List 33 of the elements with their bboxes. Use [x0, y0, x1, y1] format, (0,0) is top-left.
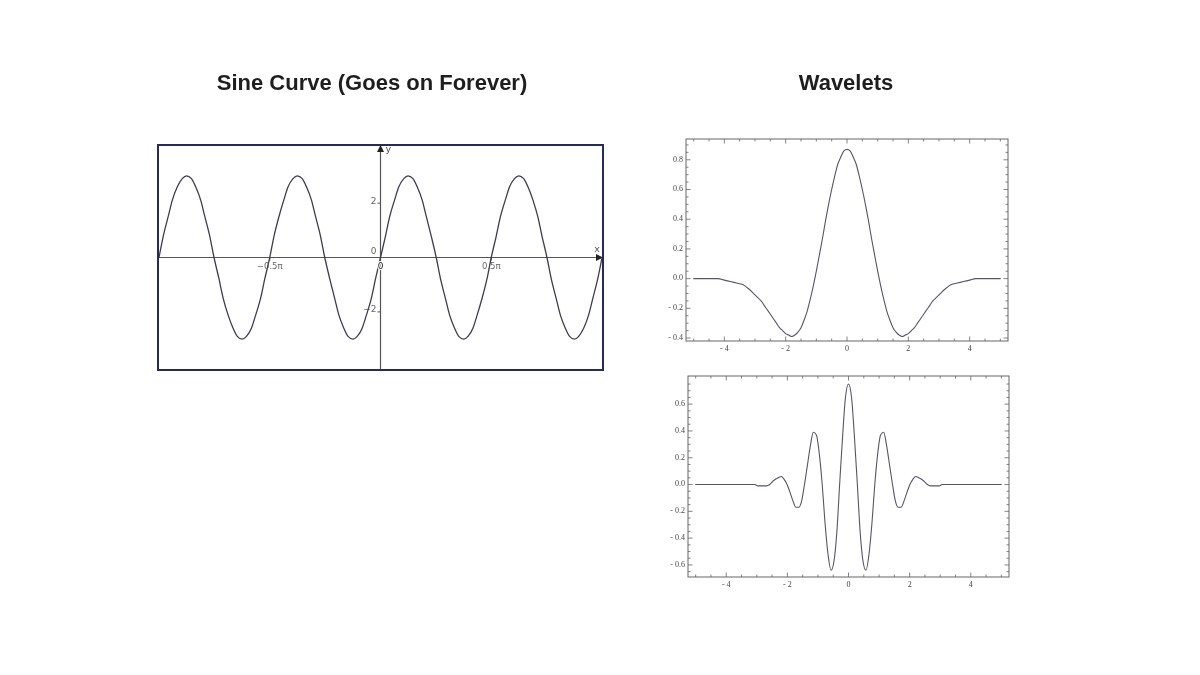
x-tick-label: - 4 — [720, 344, 729, 353]
x-tick-label: 0 — [377, 260, 384, 271]
y-tick-label: 0.0 — [675, 479, 685, 489]
x-tick-label: - 2 — [783, 580, 792, 589]
x-tick-label: 0 — [845, 344, 849, 353]
x-tick-label: 4 — [967, 344, 972, 353]
y-tick-label: - 0.2 — [670, 506, 685, 516]
y-tick-label: 0.2 — [673, 243, 683, 253]
y-tick-label: - 0.4 — [670, 532, 685, 542]
x-tick-label: 2 — [906, 344, 911, 353]
y-tick-label: - 0.4 — [668, 332, 683, 342]
x-axis-title: x — [594, 242, 601, 254]
y-tick-label: - 0.6 — [670, 559, 685, 569]
x-tick-label: 2 — [907, 580, 912, 589]
x-tick-label: 4 — [968, 580, 973, 589]
y-tick-label: 0 — [370, 246, 377, 256]
y-tick-label: 0.6 — [675, 398, 685, 408]
y-tick-label: 0.2 — [675, 452, 685, 462]
chart-title: Sine Curve (Goes on Forever) — [216, 69, 528, 95]
y-tick-label: 0.0 — [673, 273, 683, 283]
y-tick-label: 0.6 — [673, 184, 683, 194]
y-tick-label: 0.8 — [673, 154, 683, 164]
y-tick-label: 0.4 — [675, 425, 685, 435]
y-tick-label: 0.4 — [673, 214, 683, 224]
y-tick-label: 2 — [370, 195, 377, 206]
x-tick-label: - 4 — [721, 580, 731, 589]
chart-title: Wavelets — [798, 69, 894, 95]
y-tick-label: - 0.2 — [668, 303, 683, 313]
line-series — [695, 383, 1002, 571]
y-axis-title: y — [385, 143, 392, 154]
x-tick-label: 0 — [846, 580, 851, 589]
x-tick-label: - 2 — [781, 344, 790, 353]
line-series — [693, 148, 1001, 338]
